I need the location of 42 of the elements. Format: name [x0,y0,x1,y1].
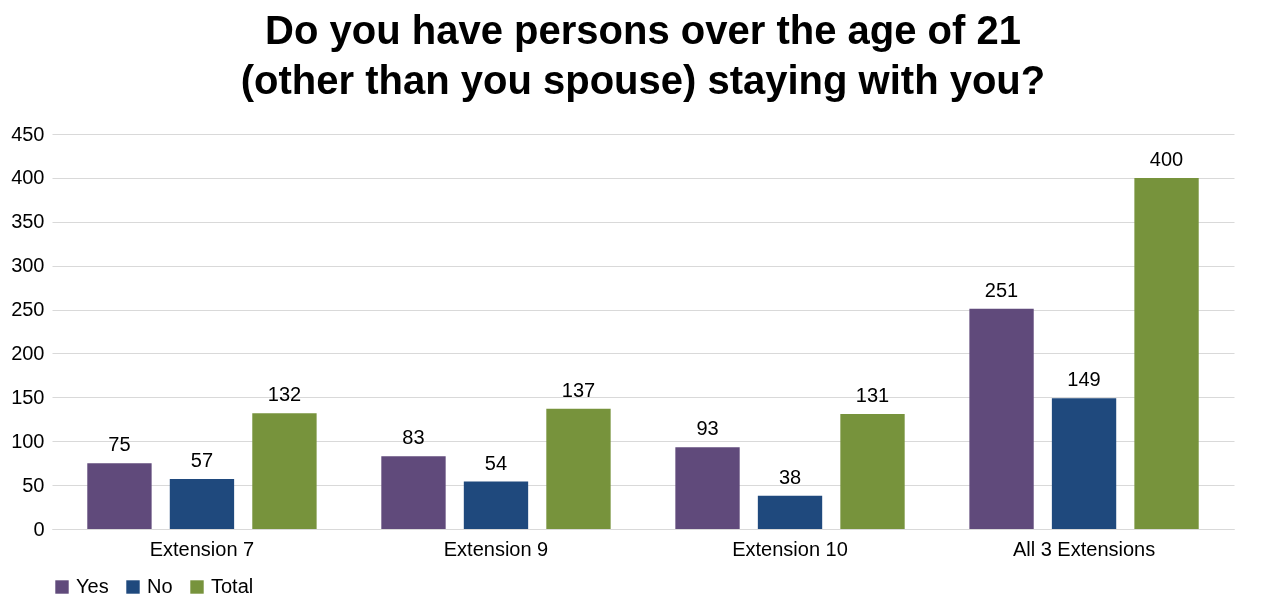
y-tick-label: 300 [11,254,45,277]
y-tick-label: 400 [11,166,45,189]
y-tick-label: 100 [11,429,45,452]
y-tick-label: 450 [11,122,45,145]
y-tick-label: 50 [22,473,45,496]
x-tick-label: Extension 9 [443,537,549,560]
data-label: 54 [484,451,508,474]
x-tick-label: Extension 10 [732,537,848,560]
bar [1051,398,1117,529]
x-tick-label: All 3 Extensions [1012,537,1156,560]
data-label: 93 [696,417,719,440]
x-tick-label: Extension 7 [149,537,255,560]
data-label: 132 [267,383,302,406]
legend-label: Yes [76,575,109,597]
chart-title: Do you have persons over the age of 21 (other than you spouse) staying with you? [240,8,1046,102]
data-label: 251 [984,278,1019,301]
data-label: 38 [778,465,802,488]
bar [675,447,740,529]
bar [87,463,152,529]
data-label: 137 [561,378,596,401]
data-label: 75 [108,433,131,456]
bar [757,495,823,529]
data-label: 57 [190,448,214,471]
bar [840,414,905,529]
y-tick-label: 350 [11,210,45,233]
data-label: 149 [1067,368,1101,391]
y-tick-label: 0 [33,517,45,540]
legend-label: Total [211,575,254,597]
bar [1134,177,1199,529]
legend-label: No [147,575,173,597]
bar [169,478,235,529]
bar [546,408,611,529]
data-label: 83 [402,426,425,449]
y-tick-label: 200 [11,341,45,364]
bar [381,456,446,529]
y-tick-label: 150 [11,385,45,408]
y-tick-label: 250 [11,298,45,321]
data-label: 131 [855,384,890,407]
bar [463,481,529,529]
data-label: 400 [1149,147,1184,170]
bar [969,308,1034,529]
bar [252,413,317,529]
